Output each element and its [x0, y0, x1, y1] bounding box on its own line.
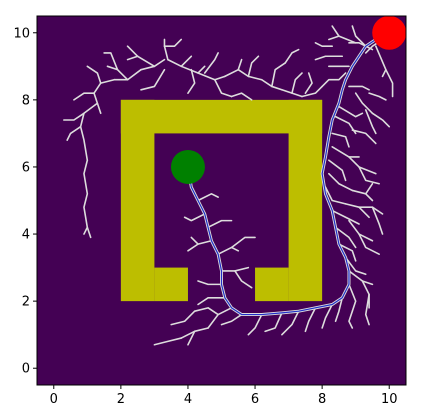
tree-branch-26 [364, 182, 374, 195]
tree-branch-88 [213, 78, 233, 98]
tree-branch-63 [207, 219, 233, 229]
tree-branch-75 [86, 65, 102, 84]
tree-branch-54 [170, 310, 196, 326]
tree-branch-31 [331, 209, 360, 225]
x-tick-label: 2 [117, 392, 125, 407]
y-tick-label: 2 [22, 295, 30, 310]
x-tick-label: 8 [318, 392, 326, 407]
tree-branch-67 [163, 38, 183, 47]
tree-branch-100 [230, 92, 253, 101]
tree-branch-55 [197, 296, 226, 306]
tree-branch-91 [247, 55, 260, 78]
tree-branch-40 [348, 283, 357, 313]
tree-branch-16 [338, 105, 364, 118]
tree-branch-77 [73, 92, 95, 101]
tree-branch-8 [314, 55, 344, 61]
tree-branch-36 [344, 256, 367, 276]
tree-branch-22 [358, 166, 380, 185]
tree-branch-15 [364, 109, 377, 135]
tree-branch-23 [328, 159, 347, 182]
tree-branch-30 [371, 206, 384, 235]
y-axis: 0 2 4 6 8 10 [13, 26, 37, 377]
tree-branch-73 [103, 52, 119, 71]
y-tick-label: 6 [22, 160, 30, 175]
tree-branch-34 [334, 226, 357, 249]
tree-branch-10 [321, 72, 347, 88]
x-tick-label: 0 [50, 392, 58, 407]
tree-branch-3 [348, 42, 374, 51]
y-tick-label: 8 [22, 93, 30, 108]
tree-branch-79 [63, 112, 85, 121]
tree-branch-46 [264, 312, 283, 333]
tree-branch-39 [364, 293, 370, 326]
tree-branch-41 [348, 310, 354, 329]
x-tick-label: 10 [381, 392, 398, 407]
y-tick-label: 4 [22, 228, 30, 243]
tree-branch-64 [183, 213, 206, 222]
tree-branch-42 [334, 296, 344, 323]
obstacle-layer [120, 99, 323, 302]
obstacle-4 [255, 267, 289, 302]
tree-branch-101 [284, 48, 300, 64]
tree-branch-13 [368, 92, 387, 101]
tree-branch-24 [328, 172, 354, 192]
tree-branch-58 [234, 270, 253, 289]
tree-branch-84 [66, 125, 82, 141]
x-tick-label: 4 [184, 392, 192, 407]
tree-branch-56 [197, 280, 223, 286]
tree-branch-45 [281, 310, 300, 336]
tree-branch-7 [314, 42, 334, 47]
tree-branch-62 [190, 236, 199, 245]
axes-frame [36, 15, 407, 386]
start-marker [170, 149, 205, 184]
tree-branch-19 [331, 132, 350, 148]
goal-marker [372, 15, 407, 50]
tree-branch-96 [301, 85, 323, 98]
tree-branch-43 [321, 303, 334, 329]
obstacle-1 [120, 99, 323, 134]
tree-branch-4 [351, 25, 367, 47]
tree-branch-18 [351, 129, 377, 145]
tree-branch-12 [354, 92, 374, 115]
tree-branch-65 [197, 192, 219, 202]
tree-branch-14 [371, 112, 391, 128]
tree-branch-70 [126, 55, 139, 61]
tree-branch-27 [324, 186, 347, 205]
path-layer [186, 31, 391, 317]
tree-branch-93 [271, 62, 287, 88]
tree-branch-2 [385, 68, 394, 98]
tree-branch-11 [348, 85, 370, 91]
tree-branch-83 [83, 226, 89, 235]
tree-branch-82 [83, 192, 92, 239]
marker-layer [170, 15, 407, 184]
tree-branch-102 [304, 72, 313, 94]
tree-branch-97 [203, 52, 219, 74]
x-tick-label: 6 [251, 392, 259, 407]
tree-branch-99 [140, 68, 166, 91]
tree-branch-95 [291, 72, 303, 94]
tree-branch-60 [230, 236, 256, 249]
tree-branch-6 [331, 25, 340, 37]
obstacle-2 [288, 99, 323, 302]
tree-branch-47 [247, 313, 263, 336]
path-line [187, 32, 390, 316]
y-tick-label: 10 [13, 26, 30, 41]
tree-branch-35 [338, 243, 357, 262]
tree-branch-44 [304, 307, 317, 333]
x-axis: 0 2 4 6 8 10 [50, 385, 398, 407]
tree-layer [63, 25, 394, 346]
tree-branch-52 [187, 330, 196, 346]
tree-branch-98 [187, 68, 196, 94]
obstacle-3 [154, 267, 188, 302]
tree-branch-33 [358, 233, 380, 255]
tree-branch-80 [79, 125, 89, 162]
tree-branch-81 [83, 159, 89, 195]
tree-branch-48 [220, 313, 243, 326]
tree-branch-50 [193, 307, 219, 316]
tree-branch-53 [153, 337, 183, 346]
y-tick-label: 0 [22, 362, 30, 377]
